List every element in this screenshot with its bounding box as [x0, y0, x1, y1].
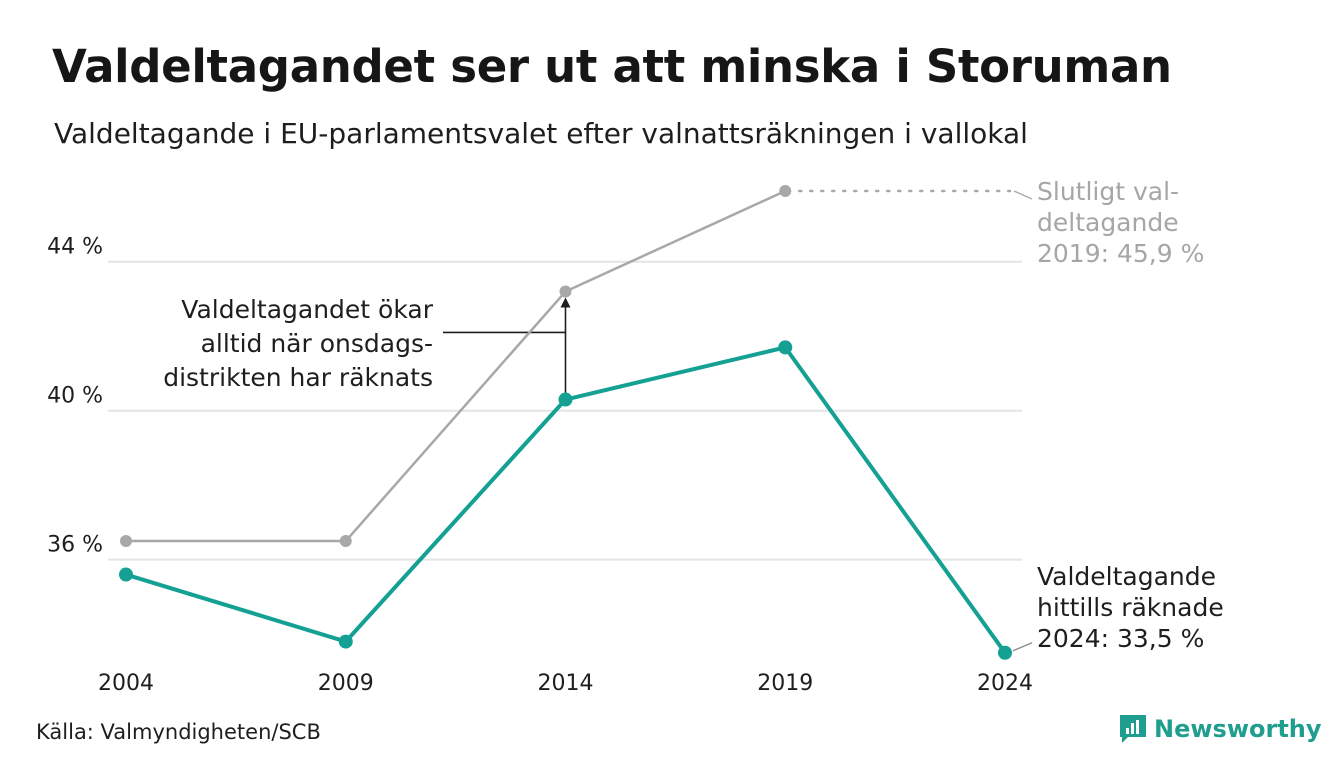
- annotation-counted-text: 2024: 33,5 %: [1037, 624, 1204, 653]
- data-point-final: [559, 285, 572, 298]
- x-tick-label: 2019: [757, 671, 813, 696]
- series: [119, 184, 1012, 660]
- data-point-counted: [778, 340, 793, 355]
- y-tick-label: 44 %: [47, 235, 103, 260]
- data-point-final: [120, 535, 132, 548]
- y-tick-label: 40 %: [47, 384, 103, 409]
- annotations: Valdeltagandet ökar alltid när onsdags-di…: [163, 177, 1223, 653]
- brand-name: Newsworthy: [1154, 715, 1322, 743]
- x-tick-label: 2009: [318, 671, 374, 696]
- annotation-counted-text: Valdeltagande: [1037, 562, 1216, 591]
- data-point-final: [339, 535, 352, 548]
- newsworthy-logo-icon: [1120, 715, 1146, 743]
- annotation-arrow-text: Valdeltagandet ökar: [181, 295, 433, 324]
- data-point-counted: [558, 392, 573, 407]
- y-tick-label: 36 %: [47, 533, 103, 558]
- data-point-final: [779, 184, 792, 197]
- annotation-final-text: 2019: 45,9 %: [1037, 239, 1204, 268]
- series-line-final: [124, 189, 787, 543]
- x-tick-label: 2014: [538, 671, 594, 696]
- x-axis-ticks: 2004 2009 2014 2019 2024: [98, 671, 1033, 696]
- source-note: Källa: Valmyndigheten/SCB: [36, 720, 321, 744]
- x-tick-label: 2004: [98, 671, 154, 696]
- annotation-final-leader: [1013, 190, 1033, 200]
- data-point-counted: [119, 567, 133, 582]
- data-point-counted: [338, 634, 353, 649]
- annotation-arrow-text: distrikten har räknats: [163, 363, 433, 392]
- chart-title: Valdeltagandet ser ut att minska i Storu…: [52, 40, 1172, 93]
- annotation-counted-text: hittills räknade: [1037, 593, 1224, 622]
- annotation-arrow-text: alltid när onsdags-: [201, 329, 433, 358]
- x-tick-label: 2024: [977, 671, 1033, 696]
- data-point-counted: [998, 645, 1012, 660]
- annotation-counted-leader: [1012, 642, 1033, 652]
- annotation-final-text: deltagande: [1037, 208, 1179, 237]
- gridlines: [108, 260, 1022, 561]
- y-axis-ticks: 36 % 40 % 44 %: [47, 235, 103, 558]
- annotation-arrow-head: [560, 297, 571, 308]
- annotation-final-text: Slutligt val-: [1037, 177, 1179, 206]
- chart-subtitle: Valdeltagande i EU-parlamentsvalet efter…: [54, 117, 1028, 150]
- brand-logo: Newsworthy: [1118, 712, 1322, 746]
